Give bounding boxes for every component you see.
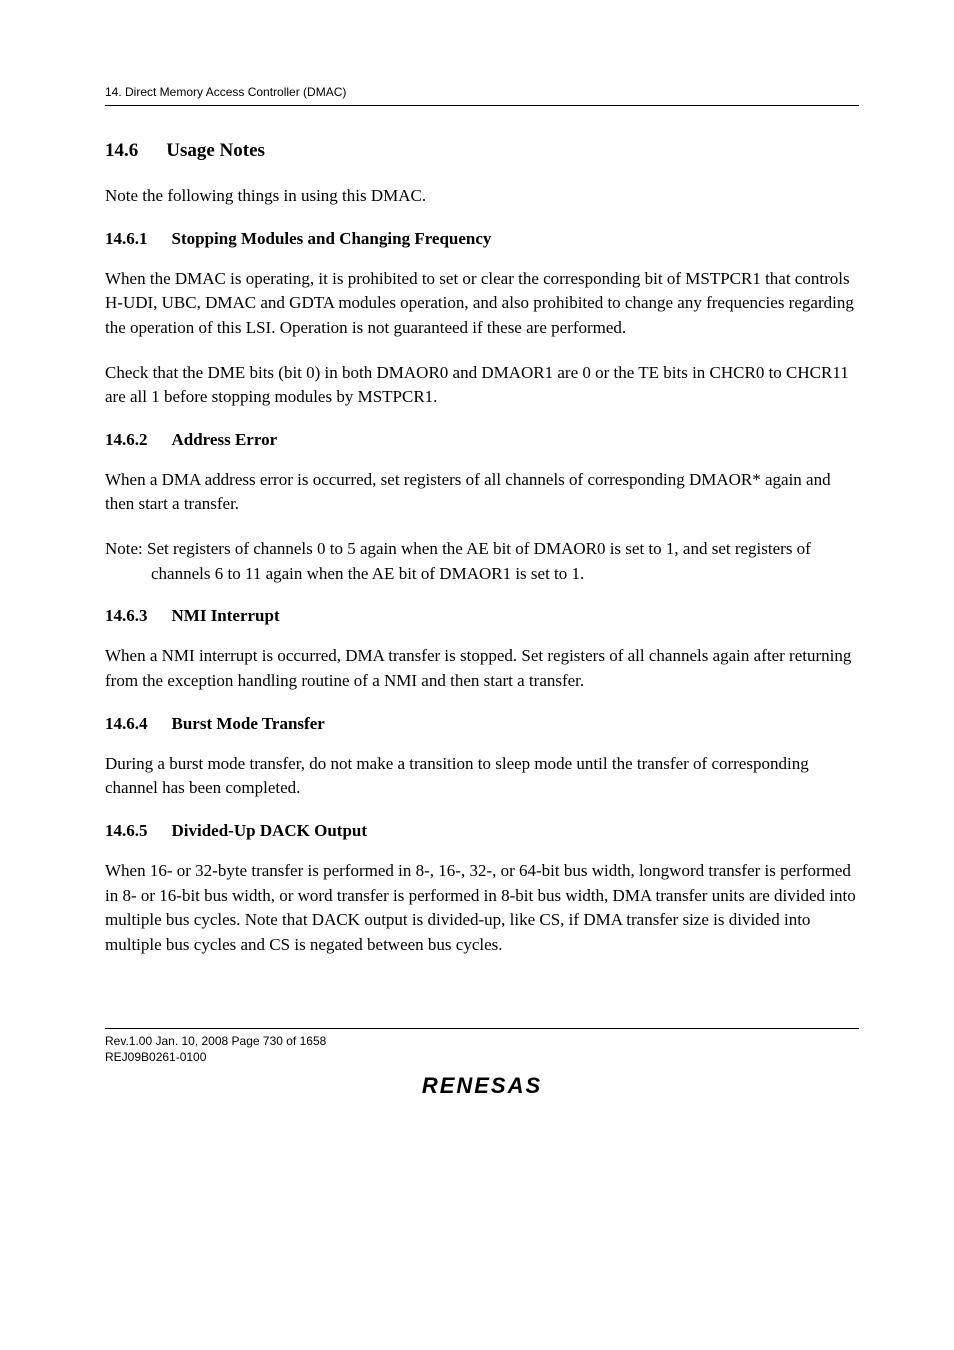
subsection-heading: 14.6.2 Address Error xyxy=(105,430,859,450)
section-number: 14.6 xyxy=(105,140,138,162)
renesas-logo: RENESAS xyxy=(422,1073,542,1098)
section-intro: Note the following things in using this … xyxy=(105,184,859,209)
page-footer: Rev.1.00 Jan. 10, 2008 Page 730 of 1658 … xyxy=(105,1028,859,1099)
running-header: 14. Direct Memory Access Controller (DMA… xyxy=(105,85,859,99)
body-paragraph: During a burst mode transfer, do not mak… xyxy=(105,752,859,801)
header-rule xyxy=(105,105,859,106)
subsection-title: Stopping Modules and Changing Frequency xyxy=(172,229,492,248)
subsection-number: 14.6.1 xyxy=(105,229,148,249)
subsection-number: 14.6.5 xyxy=(105,821,148,841)
body-paragraph: Check that the DME bits (bit 0) in both … xyxy=(105,361,859,410)
subsection-number: 14.6.2 xyxy=(105,430,148,450)
subsection-heading: 14.6.1 Stopping Modules and Changing Freq… xyxy=(105,229,859,249)
body-paragraph: When a DMA address error is occurred, se… xyxy=(105,468,859,517)
footer-line-1: Rev.1.00 Jan. 10, 2008 Page 730 of 1658 xyxy=(105,1033,859,1049)
body-paragraph: When the DMAC is operating, it is prohib… xyxy=(105,267,859,341)
section-title: Usage Notes xyxy=(166,140,265,161)
section-heading: 14.6 Usage Notes xyxy=(105,140,859,162)
footer-rule xyxy=(105,1028,859,1029)
note-paragraph: Note: Set registers of channels 0 to 5 a… xyxy=(105,537,859,586)
subsection-number: 14.6.3 xyxy=(105,606,148,626)
subsection-heading: 14.6.4 Burst Mode Transfer xyxy=(105,714,859,734)
subsection-title: Burst Mode Transfer xyxy=(172,714,325,733)
subsection-title: Address Error xyxy=(172,430,278,449)
body-paragraph: When a NMI interrupt is occurred, DMA tr… xyxy=(105,644,859,693)
footer-line-2: REJ09B0261-0100 xyxy=(105,1049,859,1065)
subsection-heading: 14.6.5 Divided-Up DACK Output xyxy=(105,821,859,841)
body-paragraph: When 16- or 32-byte transfer is performe… xyxy=(105,859,859,958)
subsection-title: Divided-Up DACK Output xyxy=(172,821,368,840)
subsection-heading: 14.6.3 NMI Interrupt xyxy=(105,606,859,626)
subsection-title: NMI Interrupt xyxy=(172,606,280,625)
subsection-number: 14.6.4 xyxy=(105,714,148,734)
